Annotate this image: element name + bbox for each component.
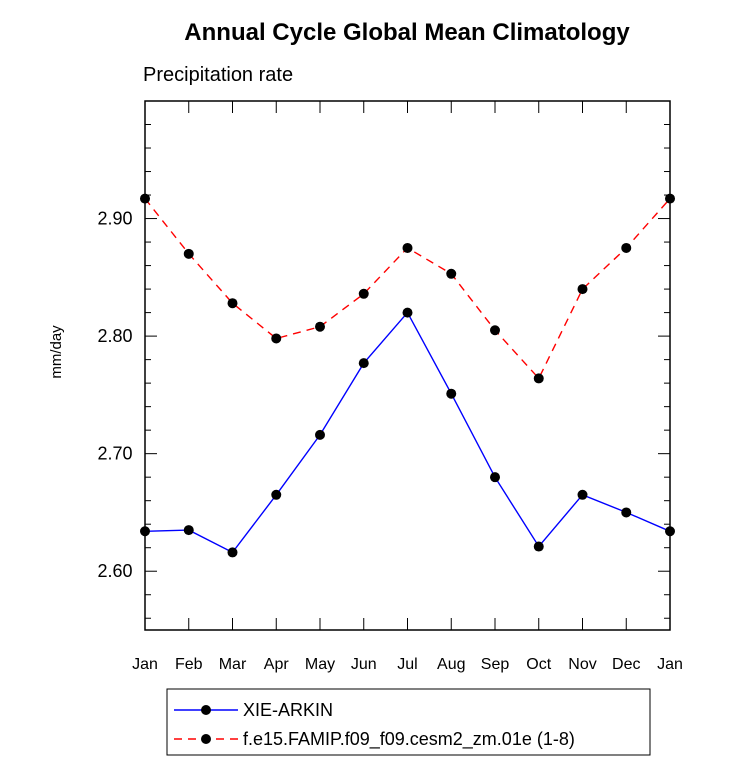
x-tick-label: Aug	[437, 656, 465, 673]
data-point	[621, 507, 632, 518]
data-point	[490, 472, 500, 483]
x-tick-label: Apr	[264, 656, 290, 673]
x-tick-labels: Jan Feb Mar Apr May Jun Jul Aug Sep Oct Nov Dec Jan	[132, 656, 683, 673]
data-point	[490, 325, 500, 336]
data-point	[446, 388, 457, 399]
y-tick-labels: 2.60 2.70 2.80 2.90	[97, 209, 132, 582]
data-point	[315, 321, 325, 332]
data-point	[227, 298, 238, 309]
legend-marker	[201, 705, 211, 715]
x-tick-label: Oct	[526, 656, 551, 673]
x-tick-label: Mar	[219, 656, 247, 673]
data-point	[446, 268, 457, 279]
x-tick-label: Sep	[481, 656, 510, 673]
x-tick-label: Nov	[568, 656, 596, 673]
series-line	[144, 311, 671, 554]
x-tick-label: Dec	[612, 656, 640, 673]
chart-subtitle: Precipitation rate	[143, 64, 293, 86]
data-point	[315, 429, 325, 440]
y-tick-label: 2.80	[97, 326, 132, 346]
data-point	[665, 526, 675, 537]
data-point	[227, 547, 238, 558]
data-point	[577, 489, 588, 500]
data-point	[358, 358, 369, 369]
x-tick-label: Feb	[175, 656, 203, 673]
data-point	[140, 193, 150, 204]
y-tick-label: 2.90	[97, 209, 132, 229]
data-point	[402, 307, 413, 318]
data-point	[665, 193, 675, 204]
y-tick-label: 2.70	[97, 444, 132, 464]
data-point	[140, 526, 150, 537]
plot-frame	[144, 100, 671, 631]
plot-area	[144, 100, 671, 631]
data-point	[533, 373, 544, 384]
data-point	[577, 284, 588, 295]
data-point	[358, 288, 369, 299]
data-point	[402, 242, 413, 253]
legend-box	[166, 688, 651, 756]
x-tick-label: Jul	[397, 656, 417, 673]
x-tick-label: Jan	[132, 656, 158, 673]
y-tick-label: 2.60	[97, 561, 132, 581]
y-axis-label: mm/day	[48, 325, 65, 379]
data-point	[271, 489, 282, 500]
chart-title: Annual Cycle Global Mean Climatology	[184, 19, 630, 46]
x-tick-label: Jun	[351, 656, 377, 673]
axis-ticks	[144, 100, 671, 630]
series-line	[144, 198, 671, 380]
series-group	[140, 193, 675, 558]
data-point	[533, 541, 544, 552]
x-tick-label: Jan	[657, 656, 683, 673]
series-0	[140, 307, 675, 558]
series-1	[140, 193, 675, 384]
legend-label: XIE-ARKIN	[243, 700, 333, 720]
x-tick-label: May	[305, 656, 335, 673]
data-point	[621, 242, 632, 253]
data-point	[183, 248, 194, 259]
data-point	[271, 333, 282, 344]
data-point	[183, 525, 194, 536]
legend-marker	[201, 734, 211, 744]
legend-label: f.e15.FAMIP.f09_f09.cesm2_zm.01e (1-8)	[243, 729, 575, 750]
legend: XIE-ARKIN f.e15.FAMIP.f09_f09.cesm2_zm.01…	[166, 688, 651, 756]
